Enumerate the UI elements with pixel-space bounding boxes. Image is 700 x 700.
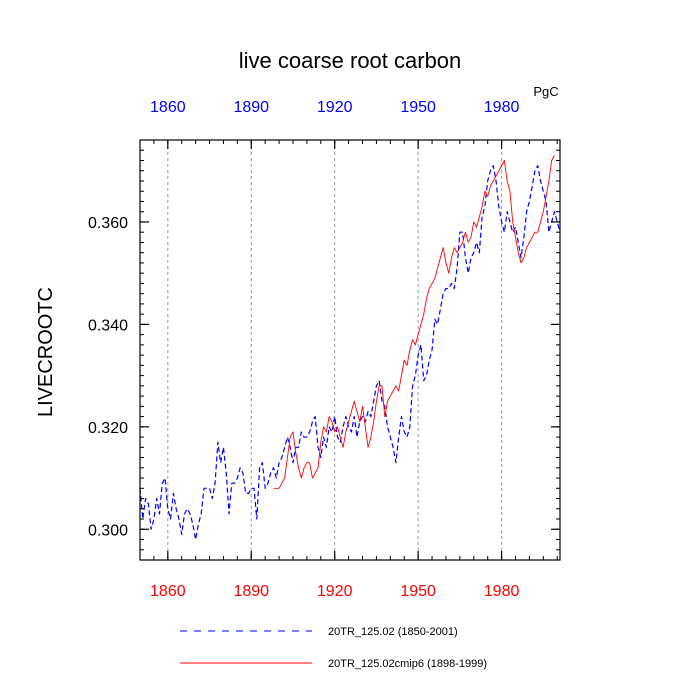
axes — [139, 139, 561, 561]
x-tick-label-bottom-1980: 1980 — [484, 583, 520, 600]
x-tick-label-top-1950: 1950 — [400, 99, 436, 116]
legend-label-series-2: 20TR_125.02cmip6 (1898-1999) — [328, 658, 487, 670]
units-label: PgC — [533, 84, 558, 99]
x-tick-label-bottom-1920: 1920 — [317, 583, 353, 600]
y-axis-label: LIVECROOTC — [35, 287, 57, 417]
y-tick-label: 0.300 — [88, 522, 128, 539]
x-tick-label-top-1890: 1890 — [233, 99, 269, 116]
x-tick-label-top-1920: 1920 — [317, 99, 353, 116]
legend-label-series-1: 20TR_125.02 (1850-2001) — [328, 626, 458, 638]
series-line-2 — [273, 155, 555, 489]
series-layer — [139, 155, 561, 541]
x-tick-label-bottom-1860: 1860 — [150, 583, 186, 600]
x-tick-label-bottom-1890: 1890 — [233, 583, 269, 600]
y-tick-label: 0.320 — [88, 420, 128, 437]
grid-lines — [167, 140, 503, 560]
legend: 20TR_125.02 (1850-2001) 20TR_125.02cmip6… — [180, 626, 487, 670]
series-line-1 — [139, 165, 561, 541]
x-tick-label-bottom-1950: 1950 — [400, 583, 436, 600]
x-tick-label-top-1860: 1860 — [150, 99, 186, 116]
chart-title: live coarse root carbon — [239, 48, 462, 73]
y-tick-label: 0.340 — [88, 317, 128, 334]
y-tick-label: 0.360 — [88, 215, 128, 232]
x-tick-label-top-1980: 1980 — [484, 99, 520, 116]
tick-labels: 1860 1860 1890 1890 1920 1920 1950 1950 1980 1980… — [88, 99, 520, 600]
plot-frame — [139, 139, 561, 561]
